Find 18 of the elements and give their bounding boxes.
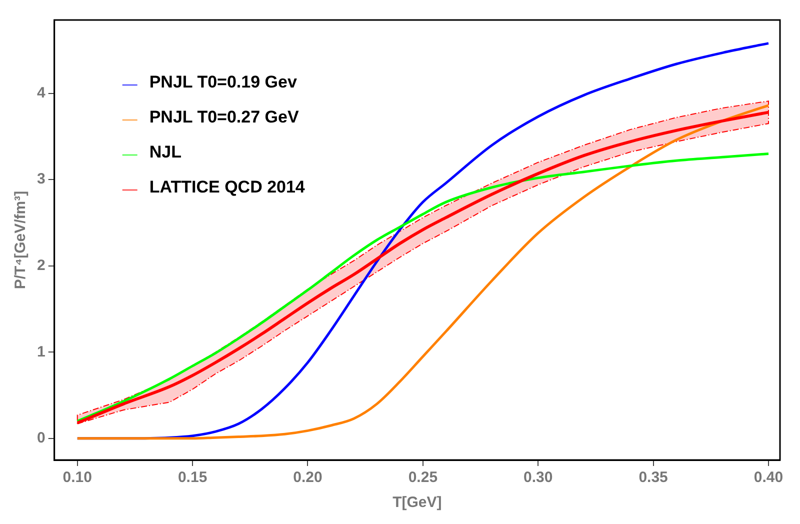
legend-label: PNJL T0=0.19 Gev <box>149 72 298 92</box>
y-tick-label: 2 <box>37 257 46 274</box>
y-axis-title: P/T⁴[GeV/fm³] <box>12 190 30 290</box>
x-tick-label: 0.25 <box>408 469 438 486</box>
x-tick-label: 0.35 <box>638 469 668 486</box>
legend-label: LATTICE QCD 2014 <box>149 178 306 197</box>
x-axis-title: T[GeV] <box>392 494 442 512</box>
legend-label: NJL <box>149 142 182 162</box>
y-tick-label: 3 <box>37 170 46 188</box>
x-tick-label: 0.10 <box>62 469 92 486</box>
x-tick-label: 0.15 <box>178 469 208 486</box>
x-tick-label: 0.20 <box>293 469 322 486</box>
x-tick-label: 0.40 <box>754 469 784 486</box>
y-tick-label: 0 <box>37 430 46 447</box>
legend-label: PNJL T0=0.27 GeV <box>149 108 300 127</box>
y-tick-label: 4 <box>37 84 46 102</box>
x-tick-label: 0.30 <box>524 469 553 486</box>
y-tick-label: 1 <box>37 343 46 360</box>
